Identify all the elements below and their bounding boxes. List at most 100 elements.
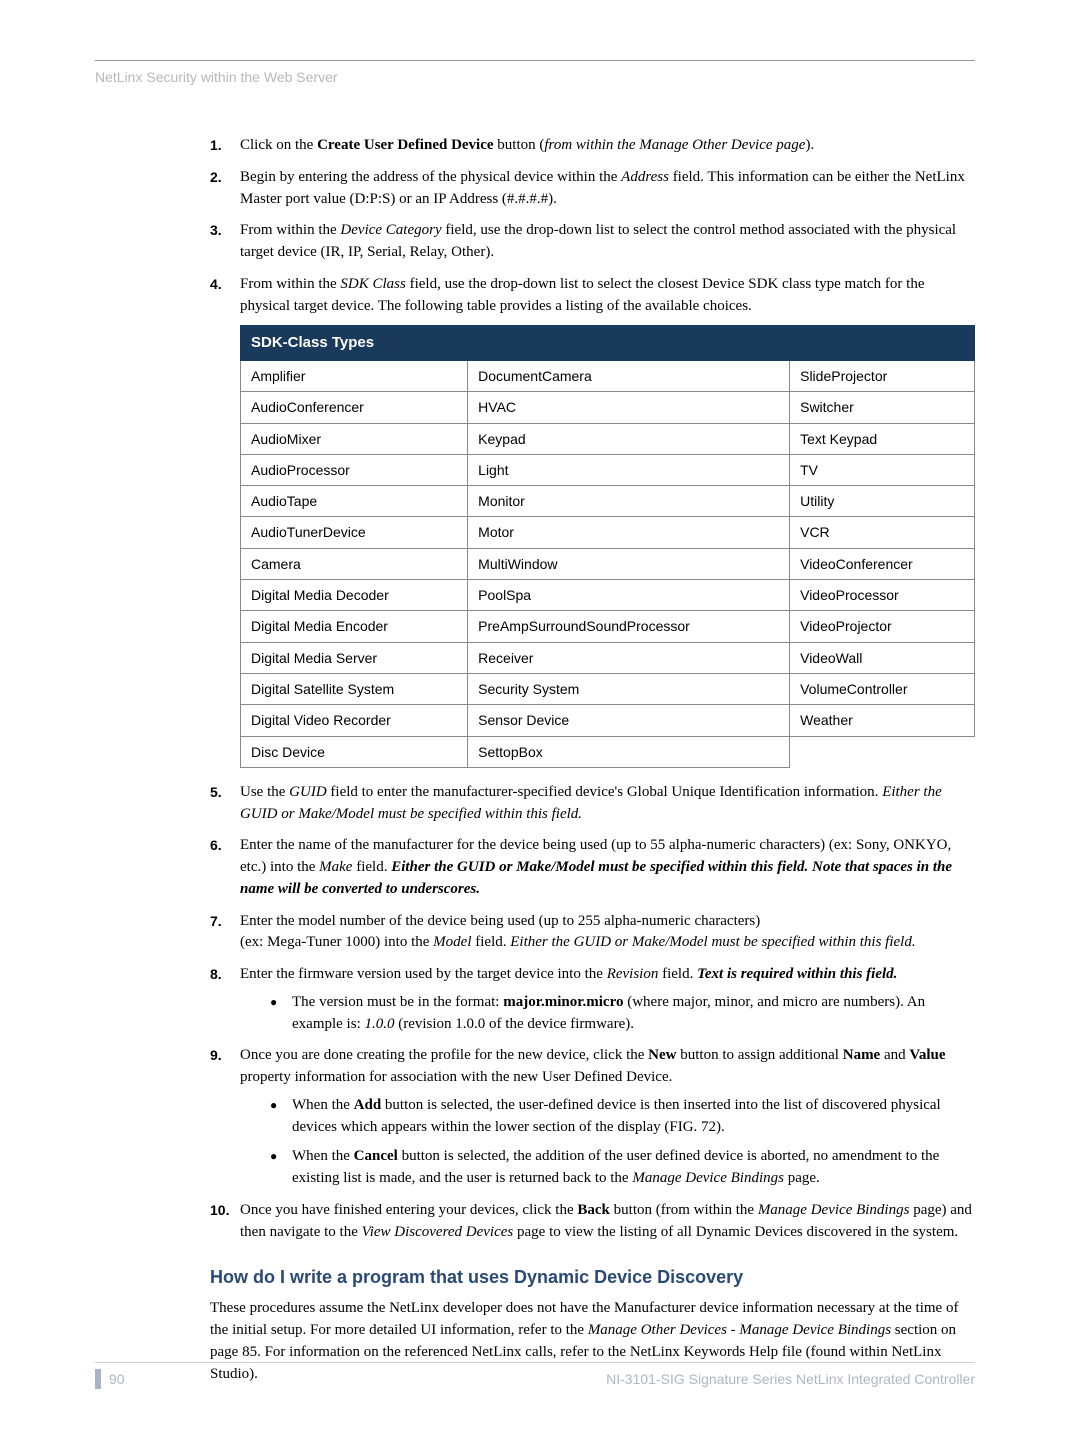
table-cell: VideoWall <box>790 642 975 673</box>
list-item-8: Enter the firmware version used by the t… <box>210 964 975 1035</box>
table-cell: AudioTunerDevice <box>241 517 468 548</box>
bold-text: New <box>648 1047 676 1063</box>
table-cell: SettopBox <box>468 736 790 767</box>
table-cell: SlideProjector <box>790 361 975 392</box>
table-row: Digital Satellite SystemSecurity SystemV… <box>241 673 975 704</box>
italic-text: View Discovered Devices <box>362 1224 514 1240</box>
italic-text: Model <box>433 934 471 950</box>
bold-text: Add <box>354 1097 382 1113</box>
text: field to enter the manufacturer-specifie… <box>327 784 883 800</box>
ordered-list: Click on the Create User Defined Device … <box>210 135 975 1243</box>
italic-text: Revision <box>607 966 659 982</box>
footer-rule <box>95 1362 975 1363</box>
text: (ex: Mega-Tuner 1000) into the <box>240 934 433 950</box>
table-cell: Motor <box>468 517 790 548</box>
table-cell: VideoConferencer <box>790 548 975 579</box>
table-cell: Weather <box>790 705 975 736</box>
table-cell: Digital Video Recorder <box>241 705 468 736</box>
table-cell: DocumentCamera <box>468 361 790 392</box>
text: Begin by entering the address of the phy… <box>240 169 621 185</box>
table-cell: HVAC <box>468 392 790 423</box>
table-cell: VolumeController <box>790 673 975 704</box>
page-bar-icon <box>95 1369 101 1389</box>
text: field. <box>658 966 697 982</box>
italic-text: SDK Class <box>340 276 405 292</box>
bullet-list: The version must be in the format: major… <box>240 992 975 1036</box>
table-cell: Disc Device <box>241 736 468 767</box>
table-cell: Utility <box>790 486 975 517</box>
table-cell: PreAmpSurroundSoundProcessor <box>468 611 790 642</box>
table-row: Disc DeviceSettopBox <box>241 736 975 767</box>
text: Click on the <box>240 137 317 153</box>
table-cell: Amplifier <box>241 361 468 392</box>
table-cell: VCR <box>790 517 975 548</box>
text: button (from within the <box>610 1202 758 1218</box>
footer-text: NI-3101-SIG Signature Series NetLinx Int… <box>125 1371 975 1387</box>
table-cell: TV <box>790 454 975 485</box>
italic-text: GUID <box>289 784 327 800</box>
table-cell: AudioMixer <box>241 423 468 454</box>
footer: 90 NI-3101-SIG Signature Series NetLinx … <box>95 1369 975 1389</box>
bullet-list: When the Add button is selected, the use… <box>240 1095 975 1190</box>
table-cell: Receiver <box>468 642 790 673</box>
italic-text: Manage Other Devices - Manage Device Bin… <box>588 1322 891 1338</box>
table-row: AudioTapeMonitorUtility <box>241 486 975 517</box>
list-item-10: Once you have finished entering your dev… <box>210 1200 975 1244</box>
bold-text: Create User Defined Device <box>317 137 493 153</box>
list-item-5: Use the GUID field to enter the manufact… <box>210 782 975 826</box>
text: property information for association wit… <box>240 1069 672 1085</box>
bold-text: Value <box>909 1047 945 1063</box>
table-row: AudioTunerDeviceMotorVCR <box>241 517 975 548</box>
list-item-4: From within the SDK Class field, use the… <box>210 274 975 768</box>
list-item-6: Enter the name of the manufacturer for t… <box>210 835 975 900</box>
italic-text: Manage Device Bindings <box>632 1170 784 1186</box>
table-cell <box>790 736 975 767</box>
list-item-9: Once you are done creating the profile f… <box>210 1045 975 1190</box>
italic-text: Device Category <box>340 222 441 238</box>
text: page to view the listing of all Dynamic … <box>513 1224 958 1240</box>
table-cell: VideoProcessor <box>790 580 975 611</box>
table-cell: Digital Satellite System <box>241 673 468 704</box>
text: page. <box>784 1170 820 1186</box>
italic-text: Manage Device Bindings <box>758 1202 910 1218</box>
table-cell: Sensor Device <box>468 705 790 736</box>
bold-text: major.minor.micro <box>503 994 623 1010</box>
table-cell: Security System <box>468 673 790 704</box>
bold-italic-text: Text is required within this field. <box>697 966 897 982</box>
table-row: AudioMixerKeypadText Keypad <box>241 423 975 454</box>
italic-text: Make <box>319 859 352 875</box>
text: From within the <box>240 276 340 292</box>
bullet-item: The version must be in the format: major… <box>270 992 975 1036</box>
italic-text: from within the Manage Other Device page <box>544 137 805 153</box>
text: ). <box>805 137 814 153</box>
table-cell: VideoProjector <box>790 611 975 642</box>
list-item-3: From within the Device Category field, u… <box>210 220 975 264</box>
bullet-item: When the Cancel button is selected, the … <box>270 1146 975 1190</box>
table-cell: Camera <box>241 548 468 579</box>
bold-text: Name <box>843 1047 881 1063</box>
text: Once you have finished entering your dev… <box>240 1202 577 1218</box>
table-cell: Monitor <box>468 486 790 517</box>
table-row: Digital Media ServerReceiverVideoWall <box>241 642 975 673</box>
table-cell: Light <box>468 454 790 485</box>
text: and <box>880 1047 909 1063</box>
list-item-1: Click on the Create User Defined Device … <box>210 135 975 157</box>
table-header: SDK-Class Types <box>241 326 975 361</box>
table-cell: MultiWindow <box>468 548 790 579</box>
text: The version must be in the format: <box>292 994 503 1010</box>
text: button is selected, the user-defined dev… <box>292 1097 941 1135</box>
table-cell: AudioConferencer <box>241 392 468 423</box>
table-row: AudioConferencerHVACSwitcher <box>241 392 975 423</box>
italic-text: 1.0.0 <box>364 1016 394 1032</box>
list-item-7: Enter the model number of the device bei… <box>210 911 975 955</box>
text: button to assign additional <box>676 1047 842 1063</box>
italic-text: Address <box>621 169 669 185</box>
table-cell: Digital Media Encoder <box>241 611 468 642</box>
bold-text: Back <box>577 1202 610 1218</box>
section-heading: How do I write a program that uses Dynam… <box>210 1267 975 1288</box>
text: Enter the firmware version used by the t… <box>240 966 607 982</box>
top-rule <box>95 60 975 61</box>
content: Click on the Create User Defined Device … <box>210 135 975 1385</box>
list-item-2: Begin by entering the address of the phy… <box>210 167 975 211</box>
italic-text: Either the GUID or Make/Model must be sp… <box>510 934 915 950</box>
